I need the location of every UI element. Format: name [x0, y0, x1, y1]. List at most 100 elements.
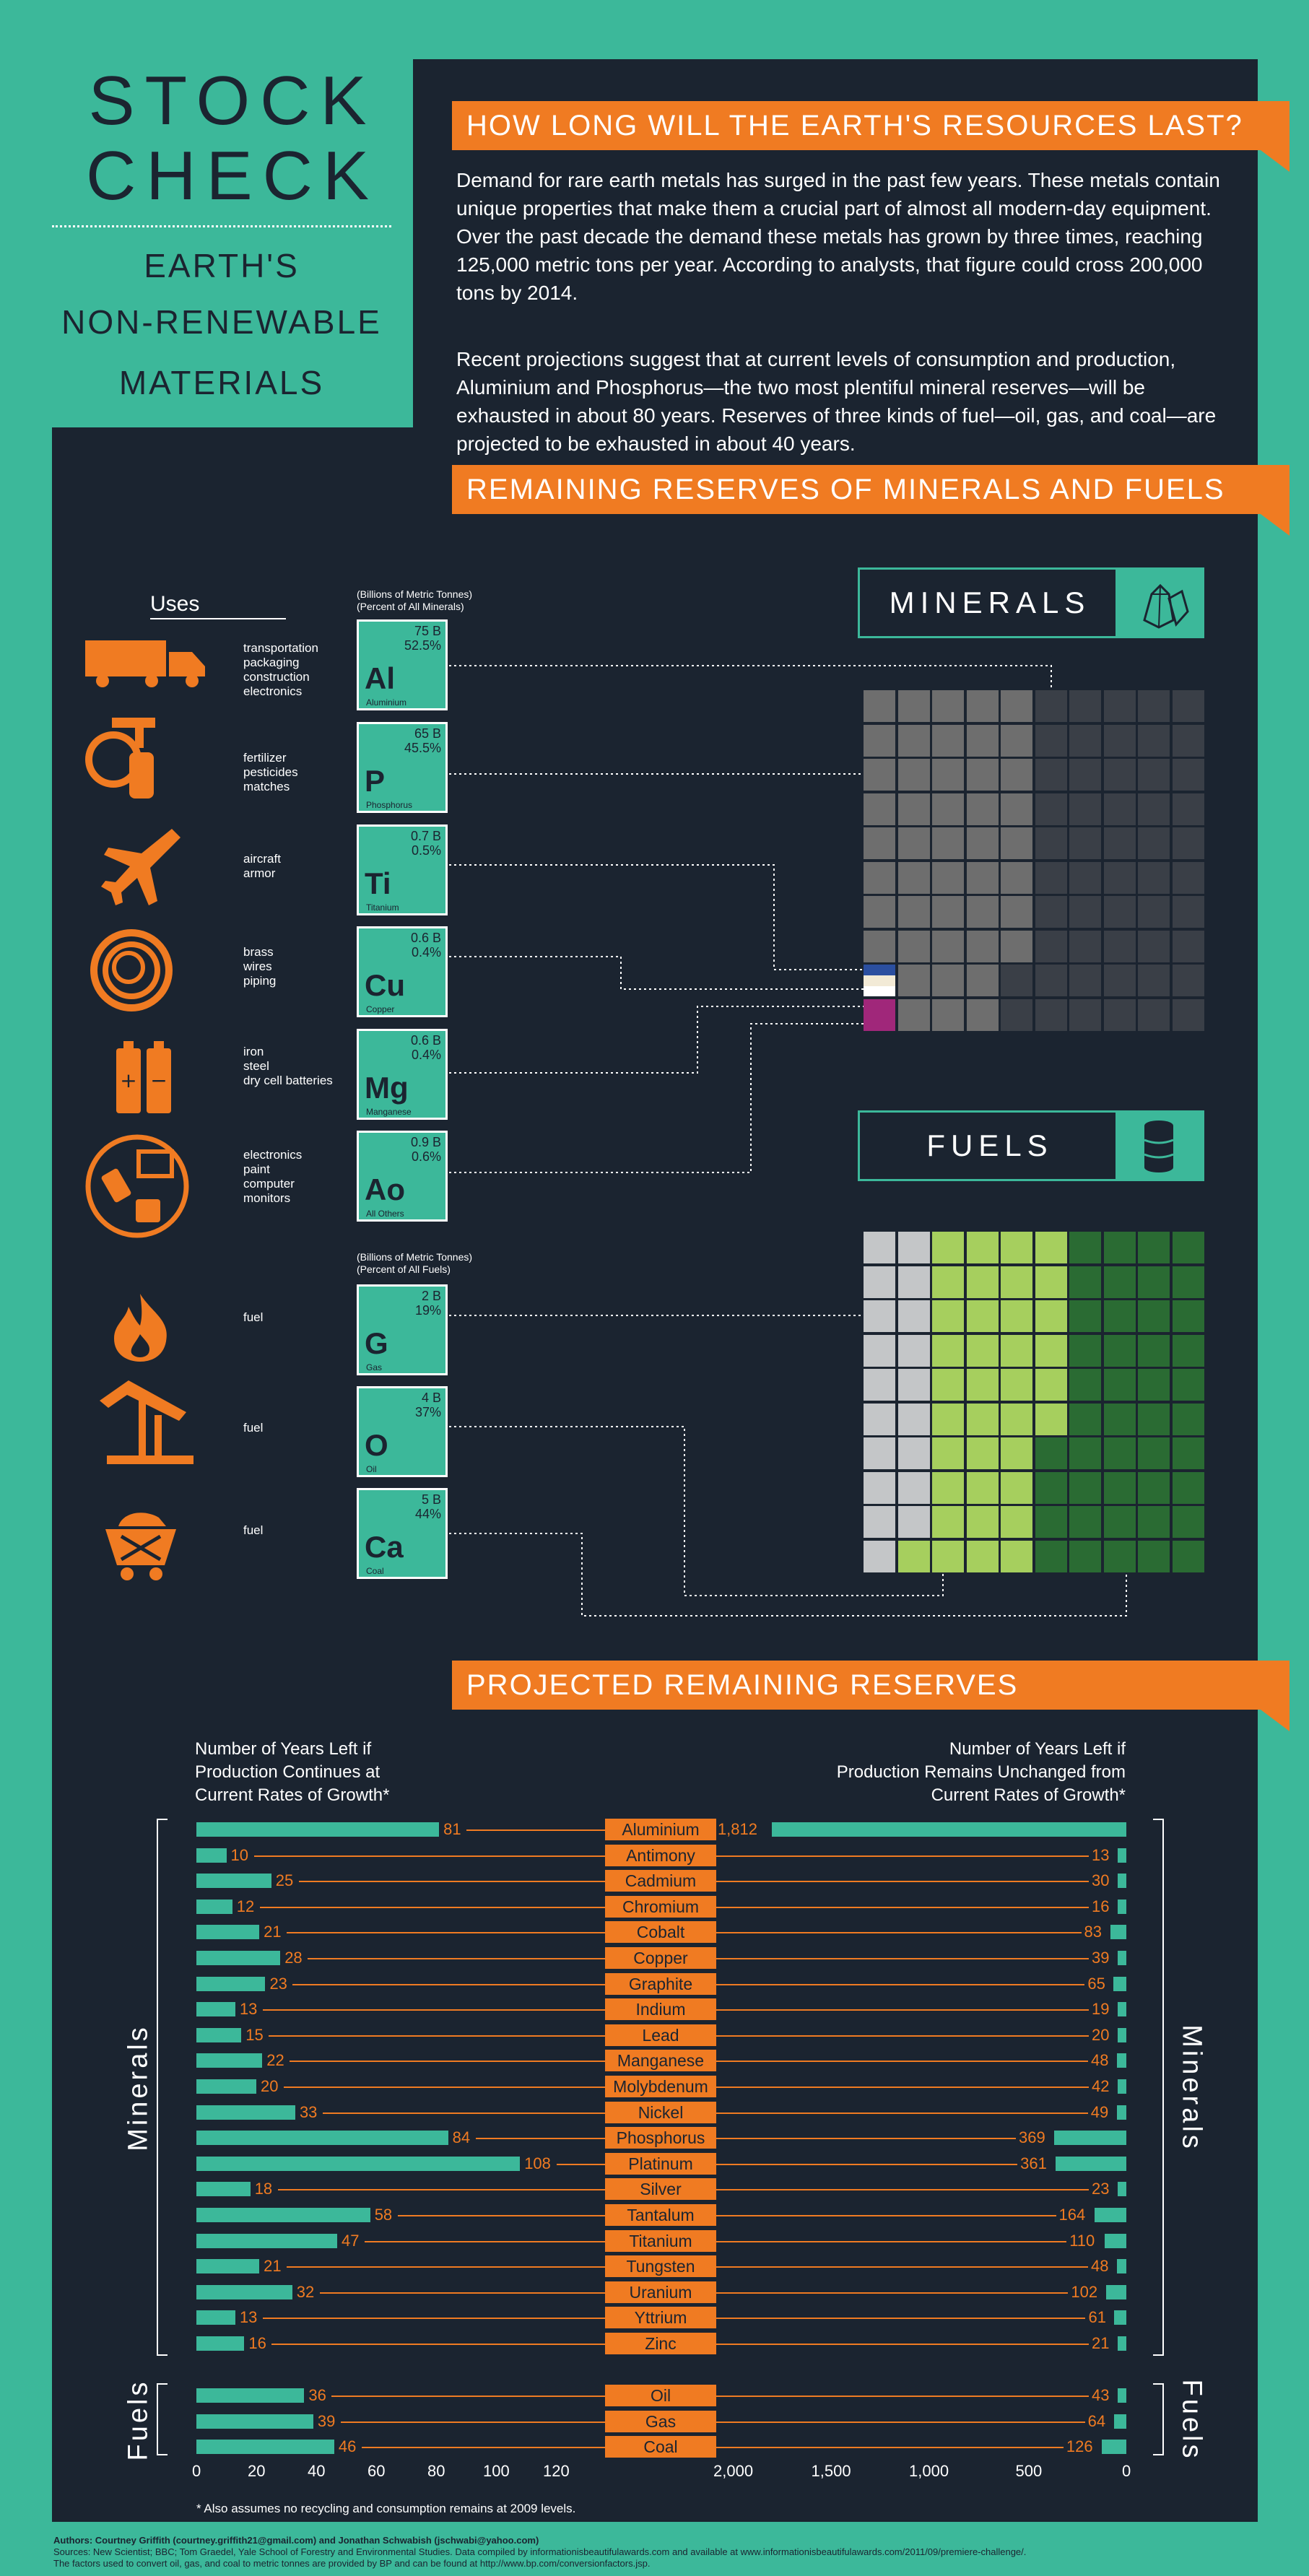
waffle-cell-phosphorus [1001, 896, 1032, 928]
waffle-cell-oil [966, 1232, 999, 1263]
waffle-cell-aluminium [1172, 930, 1204, 962]
element-tile-oil: 4 B 37% O Oil [357, 1386, 448, 1477]
waffle-cell-phosphorus [1001, 861, 1032, 894]
left-bar-oil [196, 2388, 305, 2403]
intro-paragraph-1: Demand for rare earth metals has surged … [456, 169, 1220, 304]
waffle-cell-phosphorus [897, 998, 930, 1031]
element-tile-aluminium: 75 B 52.5% Al Aluminium [357, 619, 448, 710]
use-item: construction [243, 670, 310, 684]
use-item: packaging [243, 656, 300, 669]
waffle-cell-coal [1103, 1437, 1136, 1469]
waffle-cell-aluminium [1172, 793, 1204, 825]
waffle-cell-aluminium [1138, 759, 1170, 791]
use-item: armor [243, 866, 276, 880]
waffle-cell-gas [864, 1300, 895, 1332]
waffle-cell-oil [932, 1403, 964, 1435]
right-bar-zinc [1118, 2336, 1126, 2351]
right-column-header: Number of Years Left if Production Remai… [837, 1738, 1126, 1807]
waffle-cell-aluminium [1138, 827, 1170, 859]
tile-amount: 0.7 B [410, 829, 441, 843]
left-leader-line [298, 1881, 605, 1883]
waffle-cell-phosphorus [932, 690, 964, 722]
left-value-label: 13 [239, 2308, 258, 2327]
waffle-cell-gas [897, 1334, 930, 1367]
waffle-cell-oil [932, 1506, 964, 1538]
left-bar-silver [196, 2182, 251, 2197]
waffle-cell-aluminium [1035, 896, 1067, 928]
left-bar-gas [196, 2414, 313, 2429]
tile-symbol: Ao [365, 1172, 405, 1206]
waffle-cell-phosphorus [864, 724, 895, 757]
use-item: paint [243, 1162, 270, 1176]
waffle-cell-phosphorus [1001, 690, 1032, 722]
right-axis-tick: 0 [1122, 2462, 1131, 2480]
element-tile-copper: 0.6 B 0.4% Cu Copper [357, 926, 448, 1017]
waffle-cell-coal [1069, 1232, 1101, 1263]
waffle-cell-phosphorus [1001, 827, 1032, 859]
left-bar-platinum [196, 2156, 521, 2171]
airplane-icon [101, 829, 181, 905]
waffle-cell-oil [1035, 1300, 1067, 1332]
tile-symbol: Mg [365, 1071, 409, 1105]
waffle-cell-aluminium [1069, 724, 1101, 757]
waffle-cell-coal [1103, 1232, 1136, 1263]
waffle-cell-gas [864, 1540, 895, 1572]
waffle-cell-gas [897, 1506, 930, 1538]
left-leader-line [319, 2292, 605, 2294]
left-bar-yttrium [196, 2310, 235, 2325]
left-value-label: 81 [443, 1820, 461, 1838]
waffle-cell-oil [966, 1403, 999, 1435]
waffle-cell-coal [1172, 1506, 1204, 1538]
right-bar-titanium [1105, 2233, 1126, 2248]
right-bar-cobalt [1110, 1925, 1126, 1940]
category-label-cadmium: Cadmium [605, 1870, 716, 1892]
waffle-cell-aluminium [1138, 690, 1170, 722]
waffle-cell-coal [1138, 1540, 1170, 1572]
left-leader-line [322, 2112, 605, 2114]
waffle-cell-phosphorus [966, 930, 999, 962]
section-heading-reserves: REMAINING RESERVES OF MINERALS AND FUELS [452, 465, 1290, 514]
left-bar-tungsten [196, 2259, 260, 2274]
tile-symbol: Ti [365, 866, 391, 900]
waffle-cell-aluminium [1138, 930, 1170, 962]
use-item: wires [243, 960, 272, 973]
waffle-cell-gas [864, 1403, 895, 1435]
left-bar-antimony [196, 1848, 227, 1863]
waffle-cell-oil [1035, 1266, 1067, 1298]
left-leader-line [365, 2240, 605, 2242]
category-label-gas: Gas [605, 2410, 716, 2432]
right-bar-aluminium [771, 1822, 1126, 1837]
waffle-cell-phosphorus [897, 759, 930, 791]
right-bar-tungsten [1116, 2259, 1126, 2274]
right-leader-line [716, 2215, 1056, 2216]
minerals-header-label: MINERALS [889, 586, 1091, 619]
credits-conversion: The factors used to convert oil, gas, an… [53, 2558, 651, 2569]
devices-icon [85, 1134, 189, 1238]
use-item: aircraft [243, 852, 281, 866]
element-tile-titanium: 0.7 B 0.5% Ti Titanium [357, 824, 448, 915]
left-bar-manganese [196, 2053, 263, 2068]
waffle-cell-titanium [864, 965, 895, 975]
waffle-cell-oil [932, 1300, 964, 1332]
category-label-nickel: Nickel [605, 2101, 716, 2123]
right-value-label: 1,812 [717, 1820, 757, 1838]
tile-name: Coal [366, 1566, 384, 1576]
fuels-header-label: FUELS [926, 1128, 1053, 1162]
right-leader-line [716, 2344, 1089, 2345]
waffle-cell-coal [1172, 1232, 1204, 1263]
left-leader-line [308, 1958, 605, 1959]
waffle-cell-aluminium [1172, 998, 1204, 1031]
section-heading-projected: PROJECTED REMAINING RESERVES [452, 1661, 1290, 1710]
category-label-cobalt: Cobalt [605, 1921, 716, 1944]
waffle-cell-aluminium [1035, 793, 1067, 825]
right-value-label: 48 [1090, 2051, 1109, 2070]
waffle-cell-aluminium [1035, 759, 1067, 791]
tile-amount: 65 B [414, 726, 441, 741]
tile-amount: 0.9 B [410, 1135, 441, 1149]
left-value-label: 21 [264, 2257, 282, 2276]
right-bar-cadmium [1118, 1874, 1126, 1889]
left-bar-graphite [196, 1976, 266, 1991]
waffle-cell-aluminium [1069, 793, 1101, 825]
left-bar-uranium [196, 2284, 292, 2299]
waffle-cell-coal [1103, 1540, 1136, 1572]
